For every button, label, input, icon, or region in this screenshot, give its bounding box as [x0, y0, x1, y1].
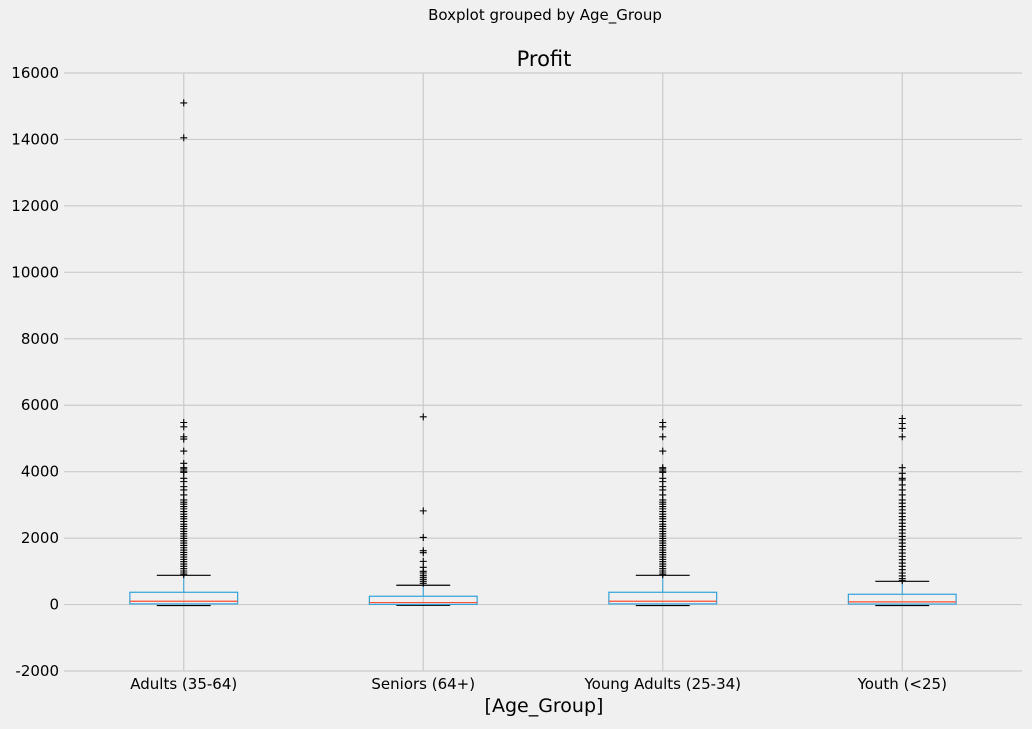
flier-point	[180, 468, 188, 476]
y-tick-label: 8000	[21, 330, 59, 348]
box-group	[368, 413, 478, 606]
flier-point	[180, 134, 188, 142]
box-group	[608, 418, 718, 607]
flier-point	[180, 447, 188, 455]
y-tick-label: 16000	[11, 64, 59, 82]
flier-point	[898, 577, 906, 585]
box-iqr	[608, 591, 718, 605]
box-group	[129, 99, 239, 607]
box-layer	[129, 99, 957, 607]
x-tick-label: Adults (35-64)	[130, 675, 237, 693]
flier-point	[419, 533, 427, 541]
box-iqr	[129, 591, 239, 605]
box-iqr	[847, 593, 957, 605]
flier-point	[419, 549, 427, 557]
chart-title: Profit	[517, 47, 572, 71]
y-tick-label: 6000	[21, 396, 59, 414]
chart-suptitle: Boxplot grouped by Age_Group	[428, 6, 662, 25]
x-tick-label: Young Adults (25-34)	[583, 675, 741, 693]
flier-point	[659, 468, 667, 476]
flier-point	[898, 424, 906, 432]
x-tick-label: Seniors (64+)	[371, 675, 475, 693]
x-tick-label: Youth (<25)	[857, 675, 947, 693]
y-tick-label: -2000	[15, 662, 59, 680]
y-tick-label: 12000	[11, 197, 59, 215]
flier-point	[659, 571, 667, 579]
y-tick-label: 0	[49, 596, 59, 614]
y-tick-label: 4000	[21, 463, 59, 481]
y-tick-label: 10000	[11, 263, 59, 281]
flier-point	[419, 507, 427, 515]
flier-point	[659, 433, 667, 441]
flier-point	[180, 571, 188, 579]
flier-point	[180, 99, 188, 107]
flier-point	[419, 557, 427, 565]
flier-point	[419, 413, 427, 421]
flier-point	[659, 423, 667, 431]
y-tick-label: 14000	[11, 130, 59, 148]
x-tick-labels: Adults (35-64) Seniors (64+) Young Adults …	[130, 675, 947, 693]
box-group	[847, 415, 957, 607]
x-axis-label: [Age_Group]	[485, 695, 604, 717]
box-iqr	[368, 595, 478, 605]
flier-point	[898, 433, 906, 441]
flier-point	[180, 435, 188, 443]
flier-point	[180, 423, 188, 431]
flier-point	[419, 579, 427, 587]
y-tick-label: 2000	[21, 529, 59, 547]
y-tick-labels: -2000 0 2000 4000 6000 8000 10000 12000 14000 160…	[11, 64, 59, 680]
flier-point	[659, 447, 667, 455]
